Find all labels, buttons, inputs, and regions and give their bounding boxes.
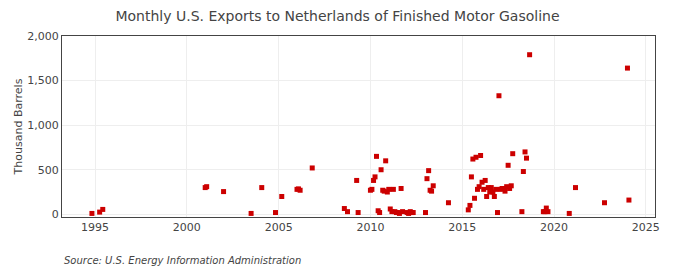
svg-text:1,500: 1,500 xyxy=(27,74,59,87)
svg-text:Source: U.S. Energy Informatio: Source: U.S. Energy Information Administ… xyxy=(64,255,301,266)
svg-text:2015: 2015 xyxy=(448,221,476,234)
svg-text:1,000: 1,000 xyxy=(27,119,59,132)
svg-text:0: 0 xyxy=(52,208,59,221)
svg-text:500: 500 xyxy=(38,164,59,177)
svg-text:1995: 1995 xyxy=(81,221,109,234)
svg-text:Monthly U.S. Exports to Nether: Monthly U.S. Exports to Netherlands of F… xyxy=(115,8,559,24)
svg-text:2005: 2005 xyxy=(265,221,293,234)
svg-text:Thousand Barrels: Thousand Barrels xyxy=(12,78,25,175)
svg-text:2010: 2010 xyxy=(356,221,384,234)
svg-text:2000: 2000 xyxy=(173,221,201,234)
svg-text:2,000: 2,000 xyxy=(27,30,59,43)
svg-text:2020: 2020 xyxy=(540,221,568,234)
svg-text:2025: 2025 xyxy=(632,221,660,234)
